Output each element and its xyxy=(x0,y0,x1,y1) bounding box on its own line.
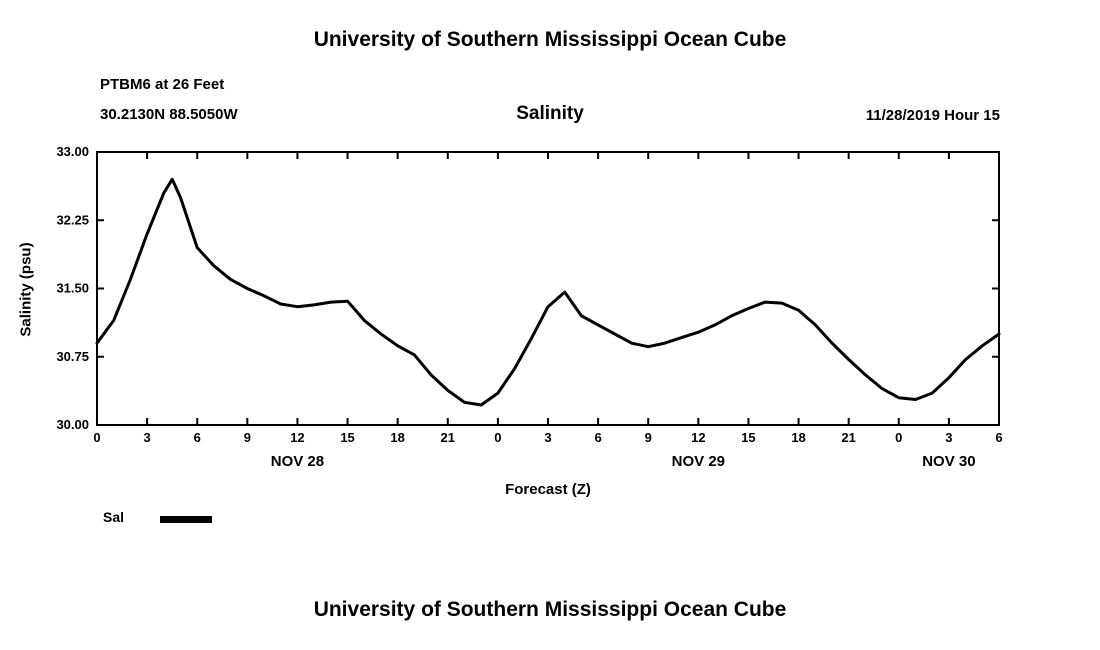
x-tick-label: 9 xyxy=(244,430,251,445)
x-tick-label: 0 xyxy=(93,430,100,445)
x-tick-label: 21 xyxy=(441,430,455,445)
x-tick-label: 18 xyxy=(390,430,404,445)
legend-label: Sal xyxy=(103,509,125,525)
x-tick-label: 0 xyxy=(895,430,902,445)
page-title: University of Southern Mississippi Ocean… xyxy=(313,28,787,51)
y-tick-label: 31.50 xyxy=(56,281,89,296)
x-tick-label: 12 xyxy=(290,430,304,445)
x-tick-label: 6 xyxy=(995,430,1002,445)
legend-line-swatch xyxy=(160,516,212,523)
x-tick-label: 15 xyxy=(741,430,755,445)
chart-title: Salinity xyxy=(516,103,584,124)
station-coordinates-label: 30.2130N 88.5050W xyxy=(100,106,238,123)
y-tick-label: 30.00 xyxy=(56,417,89,432)
page-footer-title: University of Southern Mississippi Ocean… xyxy=(313,598,787,621)
x-tick-label: 3 xyxy=(143,430,150,445)
salinity-series-line xyxy=(95,177,1001,407)
x-tick-label: 6 xyxy=(594,430,601,445)
x-tick-label: 21 xyxy=(841,430,855,445)
x-axis-date-label: NOV 28 xyxy=(271,453,324,470)
station-id-label: PTBM6 at 26 Feet xyxy=(100,76,225,93)
forecast-run-time: 11/28/2019 Hour 15 xyxy=(865,107,1000,124)
x-axis-date-label: NOV 30 xyxy=(922,453,975,470)
x-tick-label: 3 xyxy=(945,430,952,445)
x-axis-date-label: NOV 29 xyxy=(672,453,725,470)
x-tick-label: 15 xyxy=(340,430,354,445)
x-tick-label: 0 xyxy=(494,430,501,445)
x-tick-label: 18 xyxy=(791,430,805,445)
x-tick-label: 12 xyxy=(691,430,705,445)
x-tick-label: 9 xyxy=(645,430,652,445)
y-tick-label: 30.75 xyxy=(56,349,89,364)
y-tick-label: 33.00 xyxy=(56,144,89,159)
x-axis-label: Forecast (Z) xyxy=(505,481,591,498)
x-tick-label: 3 xyxy=(544,430,551,445)
x-tick-label: 6 xyxy=(194,430,201,445)
y-tick-label: 32.25 xyxy=(56,212,89,227)
